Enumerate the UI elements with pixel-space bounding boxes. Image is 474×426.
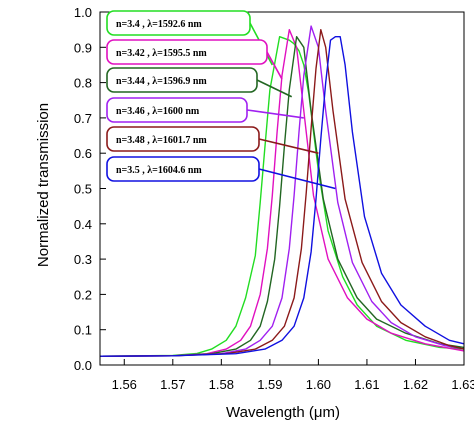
x-tick-label-4: 1.60 [306, 377, 331, 392]
y-tick-label-5: 0.5 [74, 182, 92, 197]
x-tick-label-1: 1.57 [160, 377, 185, 392]
legend-label-3: n=3.46 , λ=1600 nm [116, 106, 200, 117]
x-tick-label-5: 1.61 [354, 377, 379, 392]
x-tick-label-0: 1.56 [112, 377, 137, 392]
legend-label-4: n=3.48 , λ=1601.7 nm [116, 135, 207, 146]
y-tick-label-4: 0.4 [74, 217, 92, 232]
callout-leader-2 [257, 80, 292, 97]
y-tick-label-1: 0.1 [74, 323, 92, 338]
y-tick-label-10: 1.0 [74, 5, 92, 20]
x-tick-label-7: 1.63 [451, 377, 474, 392]
legend-label-5: n=3.5 , λ=1604.6 nm [116, 165, 202, 176]
legend-label-0: n=3.4 , λ=1592.6 nm [116, 19, 202, 30]
legend-label-2: n=3.44 , λ=1596.9 nm [116, 76, 207, 87]
y-tick-label-3: 0.3 [74, 252, 92, 267]
y-tick-label-2: 0.2 [74, 287, 92, 302]
callout-leader-5 [259, 169, 335, 189]
y-tick-label-7: 0.7 [74, 111, 92, 126]
y-axis-label: Normalized transmission [35, 103, 52, 267]
callout-leader-1 [267, 52, 282, 79]
y-tick-label-9: 0.9 [74, 40, 92, 55]
x-tick-label-3: 1.59 [257, 377, 282, 392]
y-tick-label-6: 0.6 [74, 146, 92, 161]
legend-label-1: n=3.42 , λ=1595.5 nm [116, 48, 207, 59]
y-tick-label-8: 0.8 [74, 76, 92, 91]
x-tick-label-6: 1.62 [403, 377, 428, 392]
y-tick-label-0: 0.0 [74, 358, 92, 373]
callout-leader-3 [247, 110, 304, 118]
x-axis-label: Wavelength (μm) [226, 404, 340, 421]
x-tick-label-2: 1.58 [209, 377, 234, 392]
